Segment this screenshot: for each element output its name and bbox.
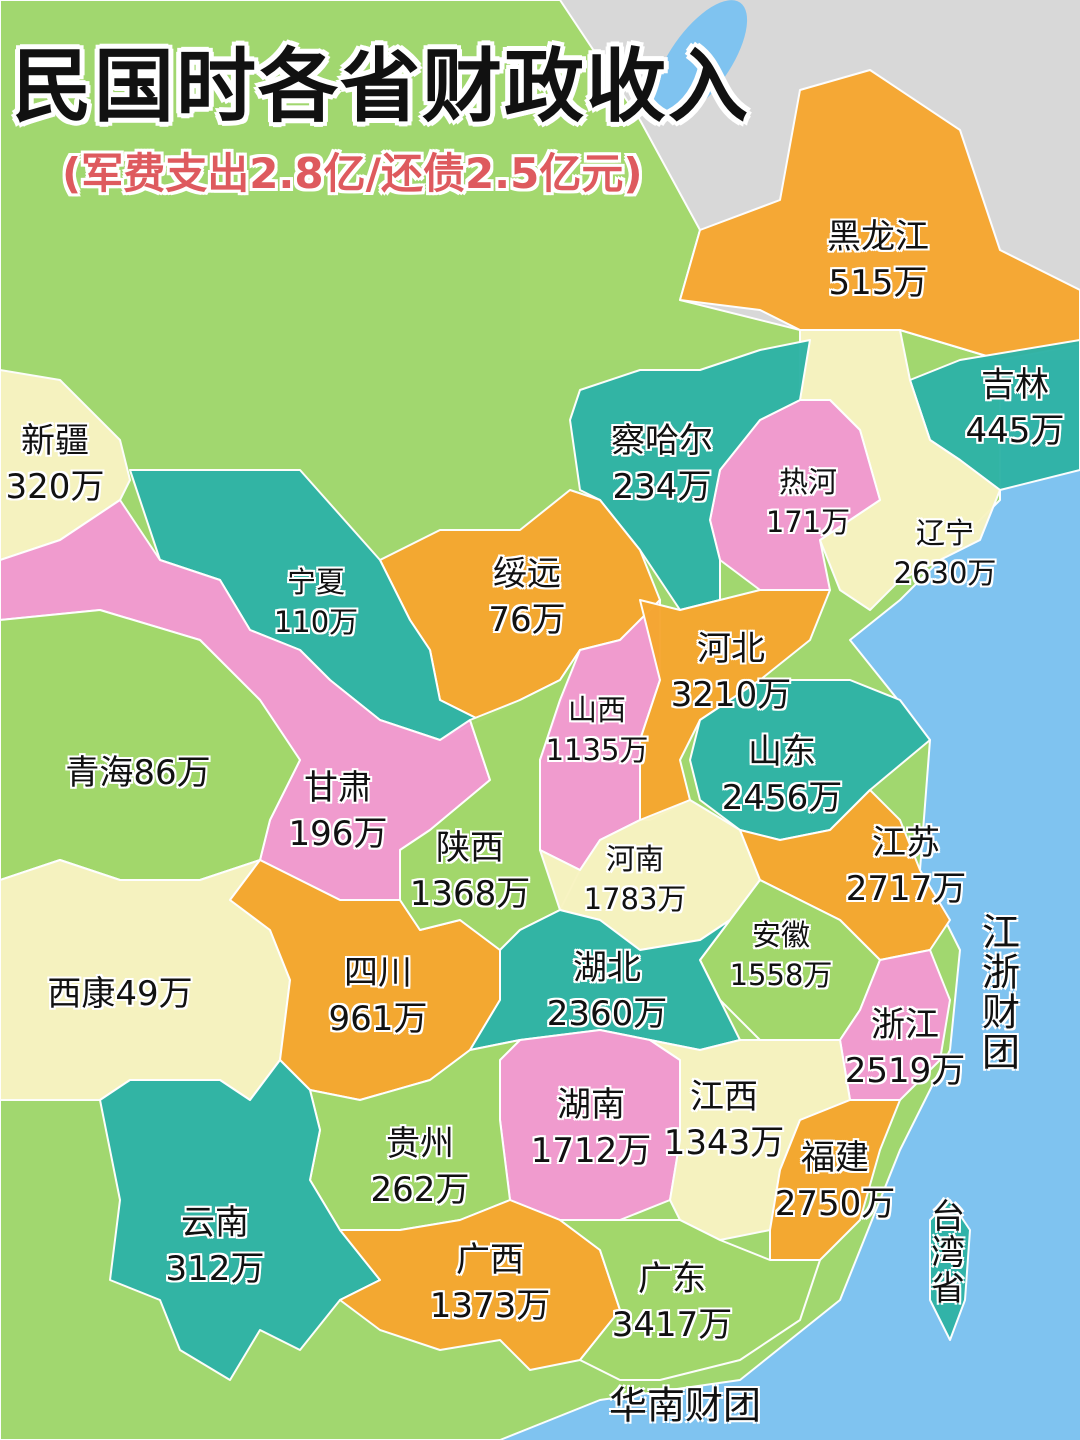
label-guizhou: 贵州 262万 [371,1121,470,1213]
label-hunan: 湖南 1712万 [531,1082,652,1174]
province-name: 山东 [748,732,816,772]
province-revenue: 1712万 [530,1131,652,1171]
province-revenue: 445万 [965,411,1065,451]
label-rehe: 热河 171万 [766,462,850,542]
province-revenue: 1558万 [729,958,833,992]
province-revenue: 234万 [612,467,712,507]
label-gansu: 甘肃 196万 [289,765,388,857]
page-title: 民国时各省财政收入 [12,40,750,133]
province-name: 广东 [638,1259,706,1299]
province-revenue: 2360万 [546,994,668,1034]
label-liaoning: 辽宁 2630万 [894,513,997,593]
label-heilongjiang: 黑龙江 515万 [827,214,929,306]
province-name: 青海 [65,753,134,793]
province-revenue: 2519万 [844,1051,966,1091]
province-name: 贵州 [386,1124,454,1164]
label-sichuan: 四川 961万 [329,950,428,1042]
province-revenue: 1343万 [663,1123,785,1163]
province-name: 察哈尔 [611,421,713,461]
province-name: 湖北 [573,948,641,988]
province-revenue: 961万 [328,999,428,1039]
label-hebei: 河北 3210万 [671,626,792,718]
province-name: 云南 [181,1203,249,1243]
label-shanxi: 山西 1135万 [546,690,649,770]
province-name: 河南 [605,842,664,876]
label-guangxi: 广西 1373万 [430,1237,551,1329]
province-revenue: 320万 [5,467,105,507]
province-name: 吉林 [981,365,1049,405]
province-revenue: 1783万 [583,882,687,916]
province-name: 陕西 [436,828,504,868]
province-revenue: 49万 [115,974,193,1014]
province-revenue: 2750万 [774,1184,896,1224]
province-name: 山西 [567,693,626,727]
label-fujian: 福建 2750万 [775,1135,896,1227]
province-revenue: 76万 [488,600,566,640]
province-revenue: 1368万 [409,874,531,914]
province-name: 湖南 [557,1085,625,1125]
label-zhejiang: 浙江 2519万 [845,1002,966,1094]
province-name: 河北 [697,629,765,669]
label-guangdong: 广东 3417万 [612,1256,733,1348]
province-revenue: 110万 [273,605,359,639]
province-revenue: 2630万 [893,556,997,590]
label-xikang: 西康49万 [47,971,192,1017]
label-jiangsu: 江苏 2717万 [846,820,967,912]
label-qinghai: 青海86万 [65,750,210,796]
label-huanan-group: 华南财团 [608,1383,762,1428]
province-revenue: 171万 [765,505,851,539]
province-revenue: 196万 [288,814,388,854]
province-revenue: 2717万 [845,869,967,909]
province-revenue: 2456万 [721,778,843,818]
province-name: 江西 [690,1077,758,1117]
label-xinjiang: 新疆 320万 [6,418,105,510]
province-name: 广西 [456,1240,524,1280]
province-name: 福建 [801,1138,869,1178]
label-jiangzhe-group: 江浙财团 [975,912,1020,1072]
label-hubei: 湖北 2360万 [547,945,668,1037]
province-name: 黑龙江 [827,217,929,257]
label-chahar: 察哈尔 234万 [611,418,713,510]
province-revenue: 312万 [165,1249,265,1289]
region-taiwan [929,1199,971,1341]
label-jilin: 吉林 445万 [966,362,1065,454]
label-jiangxi: 江西 1343万 [664,1074,785,1166]
province-revenue: 3210万 [670,675,792,715]
province-revenue: 3417万 [611,1305,733,1345]
label-ningxia: 宁夏 110万 [274,562,358,642]
province-name: 甘肃 [304,768,372,808]
province-name: 安徽 [751,918,810,952]
province-name: 浙江 [871,1005,939,1045]
label-yunnan: 云南 312万 [166,1200,265,1292]
province-name: 新疆 [21,421,89,461]
lake-baikal [652,0,748,120]
province-revenue: 262万 [370,1170,470,1210]
province-name: 四川 [344,953,412,993]
province-name: 宁夏 [286,565,346,599]
subtitle: (军费支出2.8亿/还债2.5亿元) [62,149,643,198]
label-suiyuan: 绥远 76万 [488,551,565,643]
label-henan: 河南 1783万 [584,839,687,919]
region-guangdong [559,1219,821,1381]
province-revenue: 86万 [133,753,211,793]
province-name: 辽宁 [915,516,974,550]
province-revenue: 1373万 [429,1286,551,1326]
province-name: 热河 [778,465,838,499]
province-revenue: 1135万 [545,733,649,767]
label-shaanxi: 陕西 1368万 [410,825,531,917]
province-name: 江苏 [872,823,940,863]
label-anhui: 安徽 1558万 [730,915,833,995]
label-taiwan: 台湾省 [924,1198,965,1306]
province-name: 西康 [47,974,116,1014]
province-name: 绥远 [492,554,561,594]
label-shandong: 山东 2456万 [722,729,843,821]
province-revenue: 515万 [828,263,928,303]
